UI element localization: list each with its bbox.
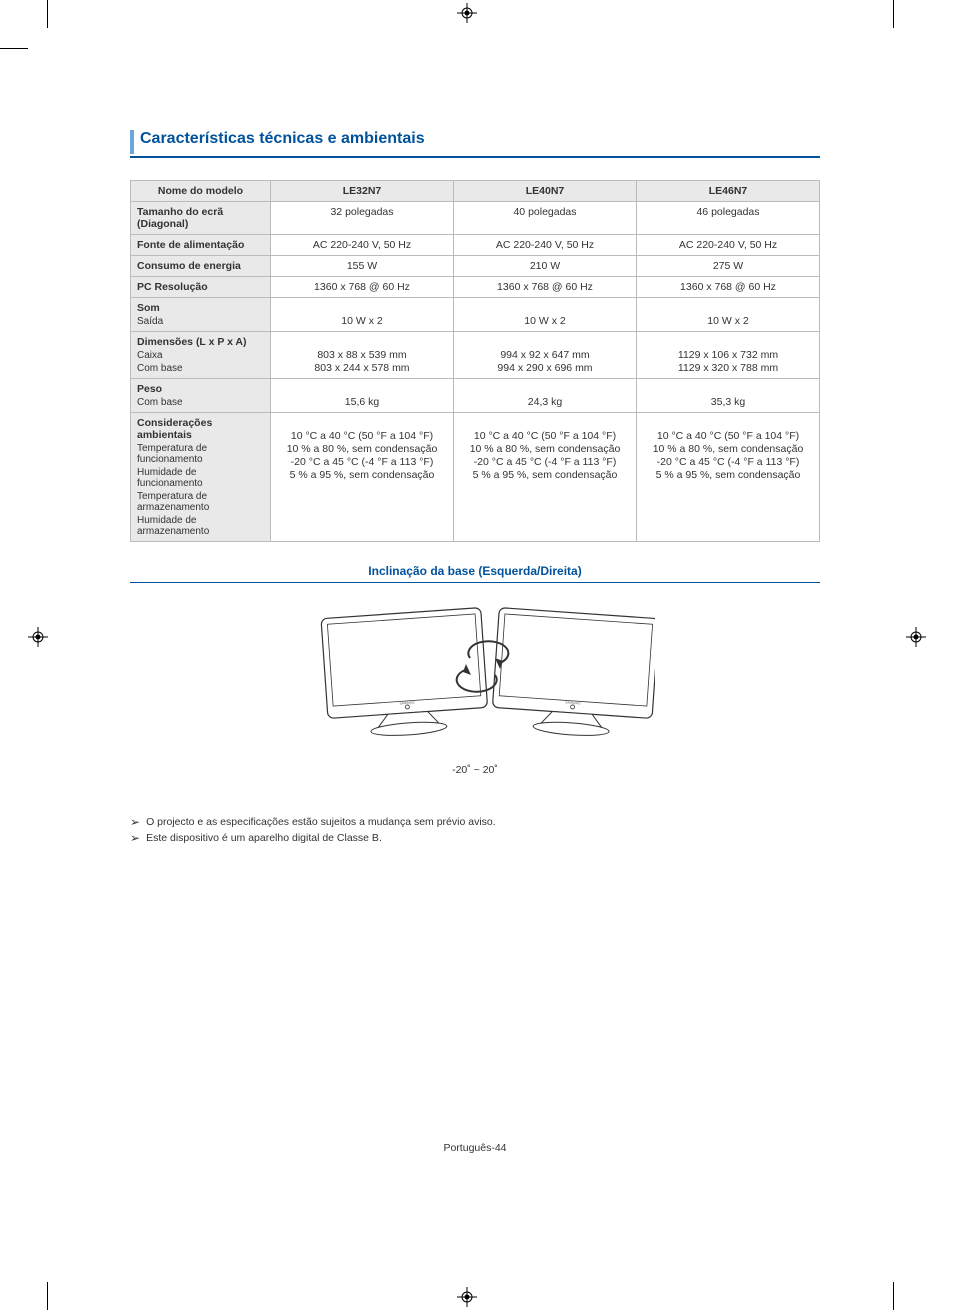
table-row-label: Considerações ambientaisTemperatura de f… bbox=[131, 412, 271, 541]
heading-underline bbox=[130, 156, 820, 158]
table-row-label: Tamanho do ecrã (Diagonal) bbox=[131, 201, 271, 234]
table-row-label: Fonte de alimentação bbox=[131, 234, 271, 255]
table-cell: 10 °C a 40 °C (50 °F a 104 °F)10 % a 80 … bbox=[271, 412, 454, 541]
tilt-diagram: SAMSUNG SAMSUNG -20˚ ~ 20˚ bbox=[130, 603, 820, 776]
table-row: Dimensões (L x P x A)CaixaCom base803 x … bbox=[131, 331, 820, 378]
table-row-label: SomSaída bbox=[131, 297, 271, 331]
table-row-sublabel: Humidade de armazenamento bbox=[137, 515, 264, 537]
crop-mark bbox=[47, 1282, 48, 1310]
table-cell: 15,6 kg bbox=[271, 378, 454, 412]
table-cell: 1360 x 768 @ 60 Hz bbox=[454, 276, 637, 297]
table-cell: 35,3 kg bbox=[637, 378, 820, 412]
registration-mark-icon bbox=[28, 627, 48, 647]
registration-mark-icon bbox=[457, 3, 477, 23]
table-cell: 275 W bbox=[637, 255, 820, 276]
crop-mark bbox=[47, 0, 48, 28]
table-row-sublabel: Temperatura de funcionamento bbox=[137, 443, 264, 465]
registration-mark-icon bbox=[457, 1287, 477, 1307]
table-cell: 10 W x 2 bbox=[637, 297, 820, 331]
registration-mark-icon bbox=[906, 627, 926, 647]
note-item: ➢ O projecto e as especificações estão s… bbox=[130, 816, 820, 828]
table-row: SomSaída10 W x 210 W x 210 W x 2 bbox=[131, 297, 820, 331]
note-text: O projecto e as especificações estão suj… bbox=[146, 816, 496, 828]
note-bullet-icon: ➢ bbox=[130, 816, 140, 828]
table-row-label: Consumo de energia bbox=[131, 255, 271, 276]
notes-list: ➢ O projecto e as especificações estão s… bbox=[130, 816, 820, 844]
table-cell: 24,3 kg bbox=[454, 378, 637, 412]
note-bullet-icon: ➢ bbox=[130, 832, 140, 844]
table-row: PesoCom base15,6 kg24,3 kg35,3 kg bbox=[131, 378, 820, 412]
table-header-cell: Nome do modelo bbox=[131, 180, 271, 201]
table-row-sublabel: Com base bbox=[137, 363, 264, 374]
diagram-caption: -20˚ ~ 20˚ bbox=[130, 764, 820, 776]
table-cell: 803 x 88 x 539 mm803 x 244 x 578 mm bbox=[271, 331, 454, 378]
table-cell: AC 220-240 V, 50 Hz bbox=[271, 234, 454, 255]
table-cell: 994 x 92 x 647 mm994 x 290 x 696 mm bbox=[454, 331, 637, 378]
table-row-sublabel: Temperatura de armazenamento bbox=[137, 491, 264, 513]
table-row-sublabel: Caixa bbox=[137, 350, 264, 361]
table-row-label: PesoCom base bbox=[131, 378, 271, 412]
table-cell: AC 220-240 V, 50 Hz bbox=[637, 234, 820, 255]
table-cell: 46 polegadas bbox=[637, 201, 820, 234]
table-cell: 10 W x 2 bbox=[271, 297, 454, 331]
table-row: Consumo de energia155 W210 W275 W bbox=[131, 255, 820, 276]
page-content: Características técnicas e ambientais No… bbox=[130, 130, 820, 848]
table-row-sublabel: Com base bbox=[137, 397, 264, 408]
crop-mark bbox=[893, 0, 894, 28]
crop-mark bbox=[893, 1282, 894, 1310]
table-row-label: Dimensões (L x P x A)CaixaCom base bbox=[131, 331, 271, 378]
table-header-cell: LE46N7 bbox=[637, 180, 820, 201]
table-cell: 210 W bbox=[454, 255, 637, 276]
table-cell: 40 polegadas bbox=[454, 201, 637, 234]
table-header-cell: LE40N7 bbox=[454, 180, 637, 201]
table-cell: 1129 x 106 x 732 mm1129 x 320 x 788 mm bbox=[637, 331, 820, 378]
table-header-cell: LE32N7 bbox=[271, 180, 454, 201]
note-item: ➢ Este dispositivo é um aparelho digital… bbox=[130, 832, 820, 844]
table-row: Tamanho do ecrã (Diagonal)32 polegadas40… bbox=[131, 201, 820, 234]
subheading-underline bbox=[130, 582, 820, 583]
table-row-label: PC Resolução bbox=[131, 276, 271, 297]
table-row: Considerações ambientaisTemperatura de f… bbox=[131, 412, 820, 541]
table-cell: 1360 x 768 @ 60 Hz bbox=[271, 276, 454, 297]
table-row: PC Resolução1360 x 768 @ 60 Hz1360 x 768… bbox=[131, 276, 820, 297]
table-cell: 10 °C a 40 °C (50 °F a 104 °F)10 % a 80 … bbox=[637, 412, 820, 541]
page-footer: Português-44 bbox=[130, 1142, 820, 1154]
table-header-row: Nome do modelo LE32N7 LE40N7 LE46N7 bbox=[131, 180, 820, 201]
section-heading-row: Características técnicas e ambientais bbox=[130, 130, 820, 154]
specifications-table: Nome do modelo LE32N7 LE40N7 LE46N7 Tama… bbox=[130, 180, 820, 542]
subsection-heading: Inclinação da base (Esquerda/Direita) bbox=[130, 564, 820, 578]
table-cell: AC 220-240 V, 50 Hz bbox=[454, 234, 637, 255]
table-cell: 10 W x 2 bbox=[454, 297, 637, 331]
table-cell: 10 °C a 40 °C (50 °F a 104 °F)10 % a 80 … bbox=[454, 412, 637, 541]
section-heading: Características técnicas e ambientais bbox=[140, 130, 425, 154]
note-text: Este dispositivo é um aparelho digital d… bbox=[146, 832, 382, 844]
table-cell: 1360 x 768 @ 60 Hz bbox=[637, 276, 820, 297]
crop-mark bbox=[0, 48, 28, 49]
table-cell: 32 polegadas bbox=[271, 201, 454, 234]
table-row-sublabel: Humidade de funcionamento bbox=[137, 467, 264, 489]
table-row-sublabel: Saída bbox=[137, 316, 264, 327]
heading-accent-bar bbox=[130, 130, 134, 154]
table-cell: 155 W bbox=[271, 255, 454, 276]
table-row: Fonte de alimentaçãoAC 220-240 V, 50 HzA… bbox=[131, 234, 820, 255]
